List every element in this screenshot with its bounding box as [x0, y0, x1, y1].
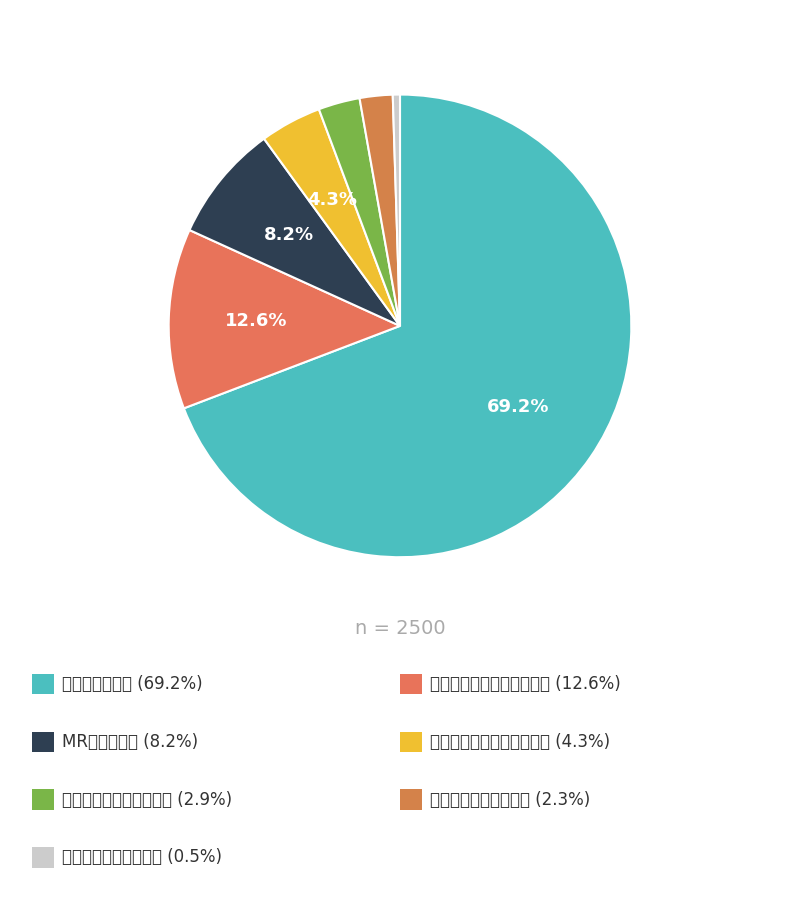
Text: 69.2%: 69.2%	[487, 398, 550, 416]
Text: n = 2500: n = 2500	[354, 620, 446, 638]
Text: 家族・知人に依頼する (0.5%): 家族・知人に依頼する (0.5%)	[62, 848, 222, 867]
Wedge shape	[190, 139, 400, 326]
Text: 12.6%: 12.6%	[226, 312, 288, 330]
Wedge shape	[184, 95, 631, 557]
Wedge shape	[359, 95, 400, 326]
Wedge shape	[393, 95, 400, 326]
Text: 自身で入手する (69.2%): 自身で入手する (69.2%)	[62, 675, 203, 693]
Wedge shape	[264, 109, 400, 326]
Text: MRに依頼する (8.2%): MRに依頼する (8.2%)	[62, 733, 198, 751]
Text: 論文情報は入手していない (12.6%): 論文情報は入手していない (12.6%)	[430, 675, 621, 693]
Wedge shape	[319, 98, 400, 326]
Text: 医局の医師に依頼する (2.3%): 医局の医師に依頼する (2.3%)	[430, 790, 590, 809]
Text: その他の方法で入手する (2.9%): その他の方法で入手する (2.9%)	[62, 790, 233, 809]
Text: 医局の医師以外に依頼する (4.3%): 医局の医師以外に依頼する (4.3%)	[430, 733, 610, 751]
Text: 4.3%: 4.3%	[307, 191, 357, 208]
Text: 8.2%: 8.2%	[264, 226, 314, 244]
Wedge shape	[169, 230, 400, 409]
